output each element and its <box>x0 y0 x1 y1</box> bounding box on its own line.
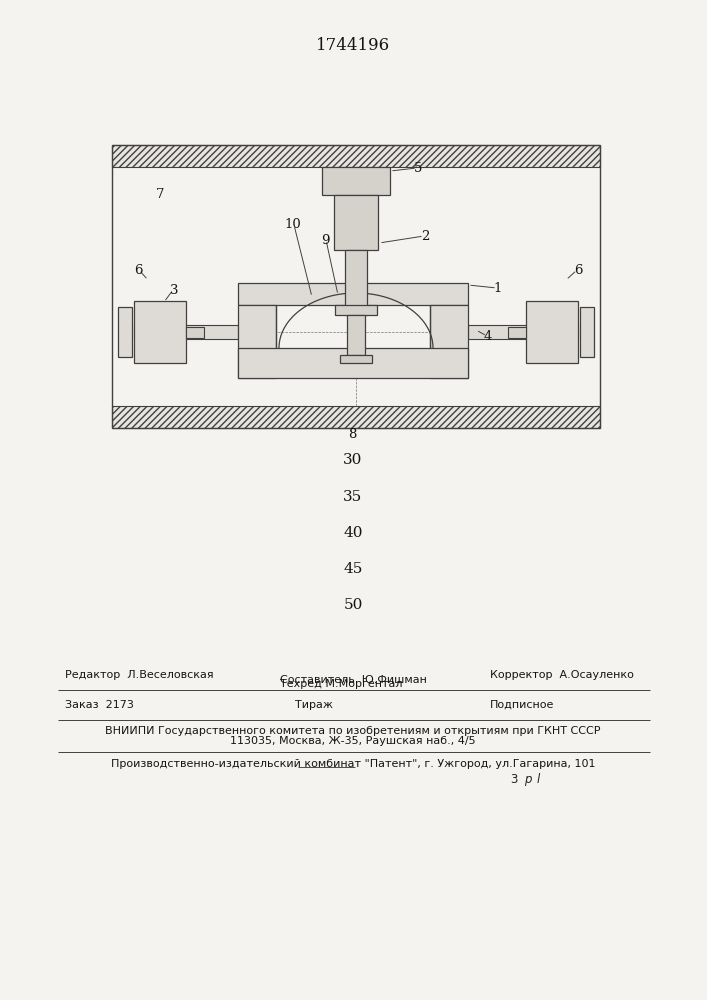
Bar <box>118 307 132 357</box>
Bar <box>134 325 238 339</box>
Text: 10: 10 <box>285 219 301 232</box>
Bar <box>526 301 578 363</box>
Text: 113035, Москва, Ж-35, Раушская наб., 4/5: 113035, Москва, Ж-35, Раушская наб., 4/5 <box>230 736 476 746</box>
Bar <box>134 301 186 363</box>
Text: 6: 6 <box>134 263 142 276</box>
Bar <box>335 305 377 315</box>
Bar <box>340 355 372 363</box>
Text: 40: 40 <box>344 526 363 540</box>
Bar <box>238 305 276 378</box>
Text: Редактор  Л.Веселовская: Редактор Л.Веселовская <box>65 670 214 680</box>
Text: Техред М.Моргентал: Техред М.Моргентал <box>280 679 402 689</box>
Text: 35: 35 <box>344 490 363 504</box>
Bar <box>112 406 600 428</box>
Bar <box>508 326 526 338</box>
Bar <box>347 315 365 355</box>
Text: 50: 50 <box>344 598 363 612</box>
Bar <box>322 167 390 195</box>
Bar <box>238 348 468 378</box>
Text: 3: 3 <box>170 284 178 296</box>
Text: Подписное: Подписное <box>490 700 554 710</box>
Bar <box>580 307 594 357</box>
Bar <box>112 145 600 167</box>
Text: 6: 6 <box>574 263 583 276</box>
Text: $\it{3}$  $\it{p}$ $\it{l}$: $\it{3}$ $\it{p}$ $\it{l}$ <box>510 772 542 788</box>
Bar <box>468 325 578 339</box>
Text: 8: 8 <box>348 428 356 442</box>
Text: Корректор  А.Осауленко: Корректор А.Осауленко <box>490 670 634 680</box>
Text: 30: 30 <box>344 453 363 467</box>
Text: 7: 7 <box>156 188 164 202</box>
Bar <box>186 326 204 338</box>
Text: 2: 2 <box>421 230 429 242</box>
Text: 1: 1 <box>493 282 502 294</box>
Bar <box>345 250 367 315</box>
Text: 4: 4 <box>484 330 492 342</box>
Text: 9: 9 <box>321 233 329 246</box>
Text: 45: 45 <box>344 562 363 576</box>
Text: 1744196: 1744196 <box>316 36 390 53</box>
Bar <box>430 305 468 378</box>
Text: Заказ  2173: Заказ 2173 <box>65 700 134 710</box>
Text: ВНИИПИ Государственного комитета по изобретениям и открытиям при ГКНТ СССР: ВНИИПИ Государственного комитета по изоб… <box>105 726 601 736</box>
Text: Составитель  Ю.Фишман: Составитель Ю.Фишман <box>280 675 427 685</box>
Text: Тираж: Тираж <box>295 700 333 710</box>
Text: 5: 5 <box>414 161 422 174</box>
Bar <box>113 167 599 406</box>
Bar <box>334 195 378 250</box>
Text: Производственно-издательский комбинат "Патент", г. Ужгород, ул.Гагарина, 101: Производственно-издательский комбинат "П… <box>111 759 595 769</box>
Bar <box>238 283 468 305</box>
